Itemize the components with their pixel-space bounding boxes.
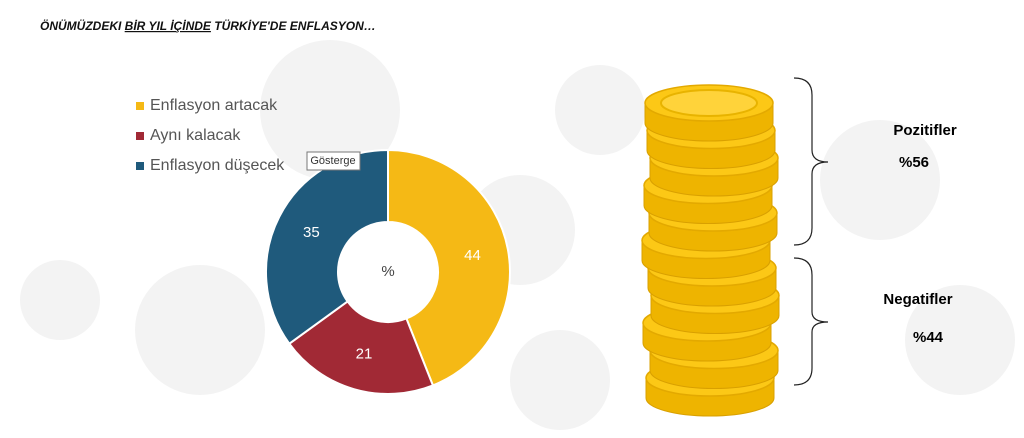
donut-chart: 44 21 35% Enflasyon artacak Aynı kalacak Enfl… bbox=[136, 97, 511, 395]
group-value: %56 bbox=[899, 154, 929, 171]
legend-swatch bbox=[136, 162, 144, 170]
title: ÖNÜMÜZDEKI BİR YIL İÇİNDE TÜRKİYE'DE ENF… bbox=[40, 18, 376, 33]
bracket bbox=[793, 257, 829, 386]
legend-label: Enflasyon düşecek bbox=[150, 157, 285, 174]
group-label: Pozitifler bbox=[893, 122, 957, 139]
legend-label: Aynı kalacak bbox=[150, 127, 241, 144]
group-label: Negatifler bbox=[883, 291, 952, 308]
coin-stack bbox=[641, 84, 780, 417]
tooltip-box bbox=[306, 151, 361, 171]
donut-slice bbox=[387, 148, 511, 387]
title-part: ÖNÜMÜZDEKI bbox=[40, 18, 125, 33]
title-part: TÜRKİYE'DE ENFLASYON… bbox=[211, 18, 376, 33]
legend-swatch bbox=[136, 102, 144, 110]
tooltip-text: Gösterge bbox=[310, 155, 355, 167]
legend-label: Enflasyon artacak bbox=[150, 97, 278, 114]
title-part: BİR YIL İÇİNDE bbox=[125, 18, 212, 33]
center-label: % bbox=[381, 263, 394, 280]
data-label: 21 bbox=[356, 346, 373, 363]
coin-face bbox=[660, 89, 758, 117]
data-label: 44 bbox=[464, 247, 481, 264]
donut-slice bbox=[287, 299, 435, 395]
donut-slice bbox=[265, 148, 389, 346]
group-value: %44 bbox=[913, 329, 944, 346]
bracket bbox=[793, 77, 829, 246]
data-label: 35 bbox=[303, 224, 320, 241]
brackets bbox=[793, 77, 829, 386]
legend-swatch bbox=[136, 132, 144, 140]
